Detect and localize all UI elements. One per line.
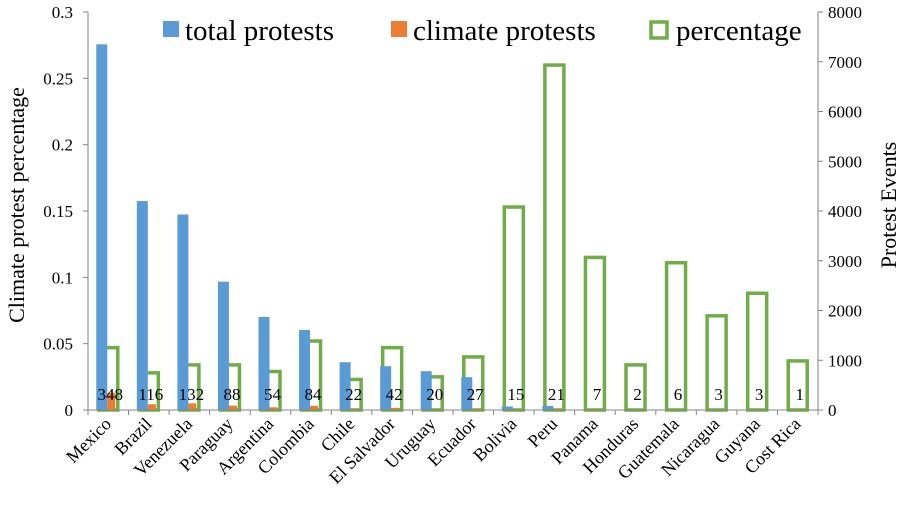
data-label-paraguay: 88 (223, 385, 240, 404)
y-right-tick-label: 5000 (828, 152, 862, 171)
data-label-mexico: 348 (98, 385, 124, 404)
y-right-tick-label: 1000 (828, 351, 862, 370)
bar-climate-el-salvador (391, 407, 400, 410)
bar-total-paraguay (217, 281, 229, 410)
y-right-axis-title: Protest Events (876, 142, 901, 269)
y-right-tick-label: 8000 (828, 3, 862, 22)
bar-climate-peru (553, 408, 562, 410)
data-label-guyana: 3 (755, 385, 764, 404)
bar-total-uruguay (420, 371, 432, 410)
bar-total-chile (339, 362, 351, 410)
x-tick-label-mexico: Mexico (62, 414, 115, 467)
bar-climate-mexico (107, 392, 116, 410)
legend-swatch-climate-protests (391, 21, 407, 37)
legend-label-percentage: percentage (676, 15, 802, 47)
y-right-tick-label: 6000 (828, 103, 862, 122)
data-label-argentina: 54 (264, 385, 282, 404)
legend-swatch-percentage (649, 20, 669, 40)
data-label-brazil: 116 (138, 385, 163, 404)
legend: total protests climate protests percentage (163, 15, 802, 47)
data-labels: 348 116 132 88 54 84 22 42 20 27 15 21 7 2 6 3 3 1 (98, 385, 804, 404)
bar-total-brazil (136, 201, 148, 410)
data-label-ecuador: 27 (467, 385, 485, 404)
bar-climate-paraguay (228, 405, 237, 410)
bar-climate-colombia (310, 405, 319, 410)
data-label-el-salvador: 42 (386, 385, 403, 404)
data-label-venezuela: 132 (179, 385, 205, 404)
bar-total-mexico (96, 44, 108, 411)
y-right-tick-label: 0 (828, 401, 837, 420)
y-left-tick-label: 0.1 (52, 268, 73, 287)
y-left-tick-label: 0.25 (43, 69, 73, 88)
data-label-chile: 22 (345, 385, 362, 404)
bar-climate-chile (350, 408, 359, 410)
bar-total-ecuador (461, 377, 473, 410)
data-label-uruguay: 20 (426, 385, 443, 404)
legend-label-total-protests: total protests (185, 15, 334, 47)
y-left-tick-label: 0.15 (43, 202, 73, 221)
data-label-peru: 21 (548, 385, 565, 404)
y-left-tick-label: 0.05 (43, 335, 73, 354)
legend-swatch-total-protests (163, 21, 179, 37)
bar-climate-ecuador (472, 408, 481, 410)
bar-total-peru (542, 406, 554, 410)
y-right-tick-label: 4000 (828, 202, 862, 221)
plot-area (96, 44, 809, 412)
bar-percentage-bolivia (502, 205, 526, 412)
y-right-tick-label: 2000 (828, 302, 862, 321)
bar-total-bolivia (501, 406, 513, 410)
y-left-axis-title: Climate protest percentage (4, 87, 29, 323)
bar-total-el-salvador (380, 366, 392, 410)
data-label-colombia: 84 (305, 385, 323, 404)
y-left-tick-label: 0.2 (52, 136, 73, 155)
y-right-tick-label: 3000 (828, 252, 862, 271)
data-label-guatemala: 6 (674, 385, 683, 404)
data-label-honduras: 2 (633, 385, 642, 404)
data-label-panama: 7 (593, 385, 602, 404)
bar-climate-brazil (147, 404, 156, 410)
bar-total-venezuela (177, 214, 189, 410)
data-label-bolivia: 15 (507, 385, 524, 404)
data-label-cost-rica: 1 (795, 385, 804, 404)
bar-total-colombia (299, 329, 311, 410)
legend-label-climate-protests: climate protests (413, 15, 596, 47)
bar-climate-argentina (269, 407, 278, 410)
x-tick-label-bolivia: Bolivia (469, 414, 521, 466)
bar-total-argentina (258, 316, 270, 410)
data-label-nicaragua: 3 (714, 385, 723, 404)
bar-climate-venezuela (188, 403, 197, 410)
y-left-tick-label: 0.3 (52, 3, 73, 22)
y-right-tick-label: 7000 (828, 53, 862, 72)
bar-percentage-peru (543, 63, 566, 412)
y-left-tick-label: 0 (65, 401, 74, 420)
